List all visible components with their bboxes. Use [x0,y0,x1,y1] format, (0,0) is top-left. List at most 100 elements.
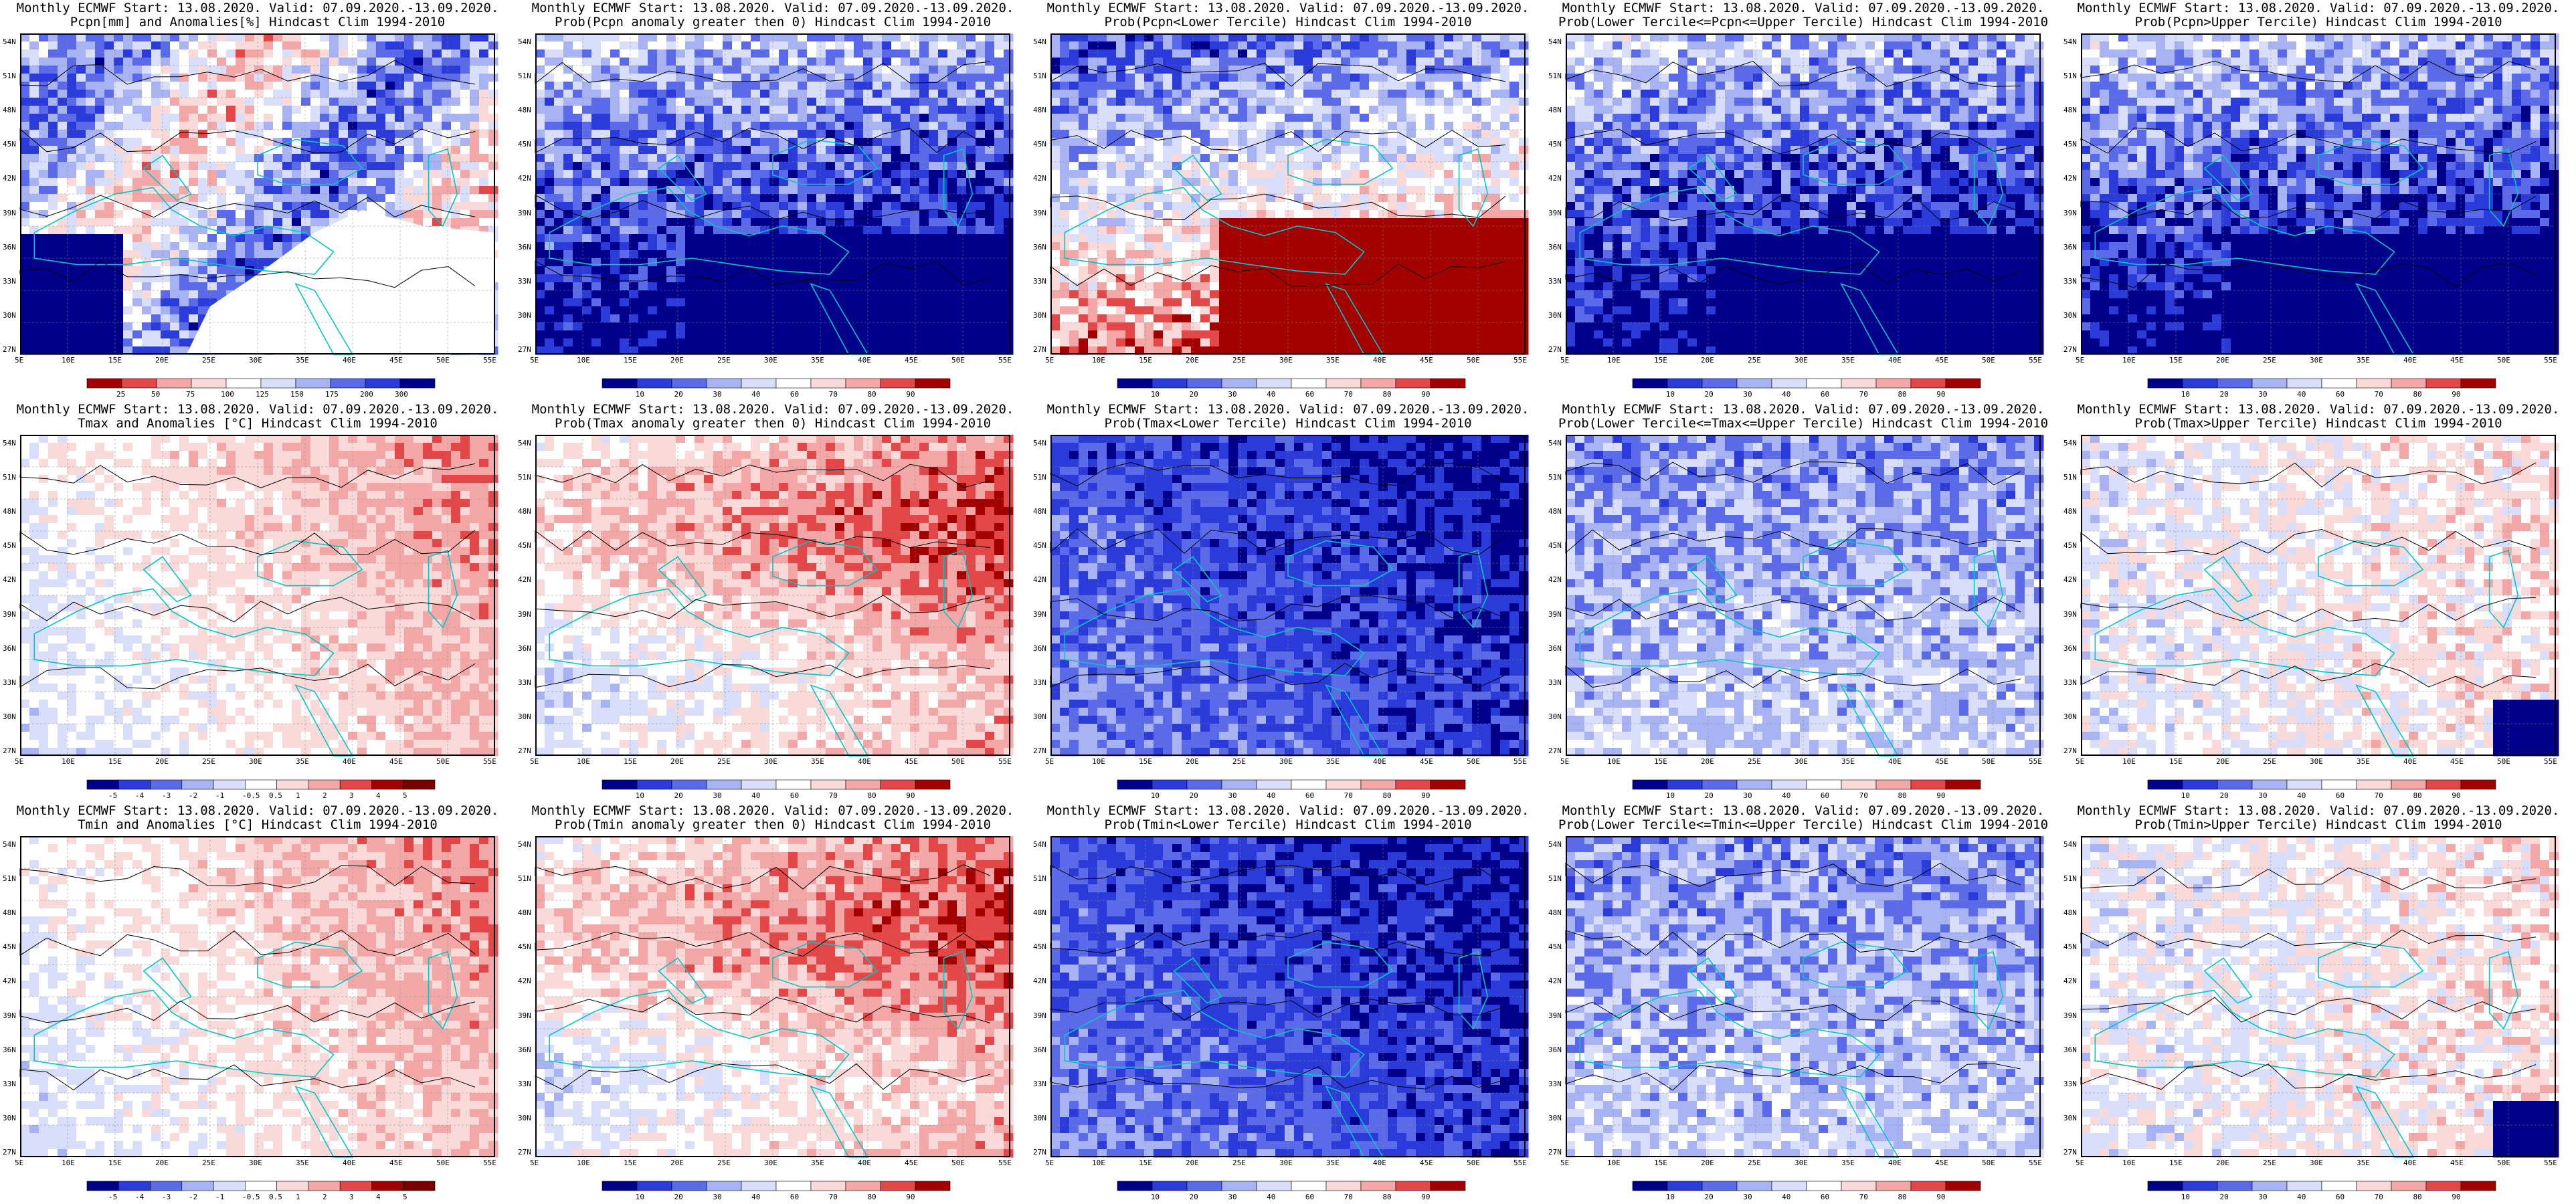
latitude-label: 36N [1548,243,1562,252]
longitude-label: 15E [108,757,122,766]
longitude-label: 25E [202,1159,215,1167]
colorbar-tick-label: 100 [221,390,234,399]
colorbar-tick-label: 80 [1898,1193,1906,1201]
colorbar-tick-label: 10 [636,390,644,399]
latitude-label: 39N [1548,209,1562,217]
panel-title: Monthly ECMWF Start: 13.08.2020. Valid: … [0,1,515,15]
forecast-map [2080,836,2559,1191]
latitude-label: 51N [518,72,531,80]
colorbar-tick-label: 10 [636,1193,644,1201]
colorbar-tick-label: 80 [1898,791,1906,800]
latitude-label: 39N [1033,1011,1046,1020]
latitude-label: 45N [2063,541,2077,550]
colorbar-tick-label: 60 [2336,1193,2344,1201]
longitude-label: 40E [343,757,356,766]
forecast-map [535,33,1014,389]
forecast-map [1050,435,1529,790]
longitude-label: 35E [811,356,824,365]
latitude-label: 54N [2063,840,2077,849]
longitude-label: 50E [436,1159,450,1167]
colorbar-tick-label: 80 [2413,791,2421,800]
colorbar-tick-label: 30 [713,390,721,399]
longitude-label: 55E [483,757,496,766]
longitude-label: 40E [343,356,356,365]
map-panel: Monthly ECMWF Start: 13.08.2020. Valid: … [2061,0,2576,401]
colorbar-tick-label: 30 [1743,791,1752,800]
longitude-label: 25E [1748,757,1761,766]
longitude-label: 35E [1841,1159,1855,1167]
latitude-label: 33N [3,1080,16,1088]
latitude-label: 39N [3,209,16,217]
longitude-label: 20E [1186,757,1199,766]
longitude-label: 50E [2497,1159,2510,1167]
longitude-label: 10E [1092,757,1105,766]
panel-title: Monthly ECMWF Start: 13.08.2020. Valid: … [1030,1,1546,15]
latitude-label: 51N [2063,874,2077,883]
panel-subtitle: Tmin and Anomalies [°C] Hindcast Clim 19… [0,818,515,832]
colorbar-tick-label: 60 [790,390,799,399]
longitude-label: 10E [62,757,75,766]
panel-subtitle: Prob(Pcpn anomaly greater then 0) Hindca… [515,15,1030,29]
latitude-label: 30N [1033,712,1046,721]
map-panel: Monthly ECMWF Start: 13.08.2020. Valid: … [1030,401,1546,803]
panel-subtitle: Prob(Pcpn>Upper Tercile) Hindcast Clim 1… [2061,15,2576,29]
latitude-label: 39N [518,610,531,619]
latitude-label: 54N [1548,439,1562,447]
panel-subtitle: Prob(Tmin anomaly greater then 0) Hindca… [515,818,1030,832]
longitude-label: 20E [155,1159,169,1167]
latitude-label: 36N [2063,243,2077,252]
colorbar-tick-label: 40 [1782,1193,1790,1201]
longitude-label: 20E [1186,356,1199,365]
panel-title: Monthly ECMWF Start: 13.08.2020. Valid: … [1030,804,1546,818]
longitude-label: 35E [811,757,824,766]
latitude-label: 51N [1033,874,1046,883]
latitude-label: 48N [1033,507,1046,516]
latitude-label: 48N [3,908,16,917]
longitude-label: 5E [530,356,539,365]
longitude-label: 20E [2216,1159,2229,1167]
latitude-label: 36N [518,1045,531,1054]
longitude-label: 55E [1513,1159,1527,1167]
longitude-label: 10E [1607,356,1621,365]
colorbar-tick-label: 10 [636,791,644,800]
colorbar-tick-label: 40 [2297,390,2306,399]
latitude-label: 51N [2063,473,2077,482]
colorbar-tick-label: 90 [2452,791,2460,800]
panel-title: Monthly ECMWF Start: 13.08.2020. Valid: … [515,1,1030,15]
longitude-label: 25E [717,356,731,365]
colorbar-tick-label: 10 [1151,1193,1160,1201]
longitude-label: 25E [2263,356,2276,365]
colorbar-tick-label: 0.5 [269,1193,282,1201]
longitude-label: 30E [1795,356,1808,365]
colorbar-tick-label: 70 [829,791,838,800]
longitude-label: 45E [905,1159,918,1167]
latitude-label: 42N [1033,174,1046,183]
latitude-label: 51N [1033,72,1046,80]
longitude-label: 10E [2122,356,2136,365]
longitude-label: 25E [202,757,215,766]
longitude-label: 45E [905,356,918,365]
longitude-label: 15E [2169,757,2183,766]
latitude-label: 45N [3,942,16,951]
colorbar-tick-label: 20 [2220,390,2229,399]
longitude-label: 45E [389,356,403,365]
latitude-label: 30N [1548,311,1562,320]
panel-title: Monthly ECMWF Start: 13.08.2020. Valid: … [0,804,515,818]
colorbar-tick-label: 70 [2375,791,2383,800]
colorbar-tick-label: 5 [403,791,407,800]
colorbar-tick-label: 90 [1421,390,1430,399]
colorbar-tick-label: 90 [2452,390,2460,399]
latitude-label: 39N [3,1011,16,1020]
longitude-label: 55E [2544,757,2557,766]
latitude-label: 30N [3,1114,16,1122]
latitude-label: 51N [1548,72,1562,80]
latitude-label: 54N [518,840,531,849]
colorbar-tick-label: -4 [135,1193,144,1201]
latitude-label: 48N [1548,908,1562,917]
longitude-label: 25E [717,1159,731,1167]
longitude-label: 10E [2122,1159,2136,1167]
longitude-label: 50E [2497,757,2510,766]
latitude-label: 33N [1548,678,1562,687]
colorbar-tick-label: 30 [1228,791,1236,800]
colorbar-tick-label: 60 [1305,791,1314,800]
